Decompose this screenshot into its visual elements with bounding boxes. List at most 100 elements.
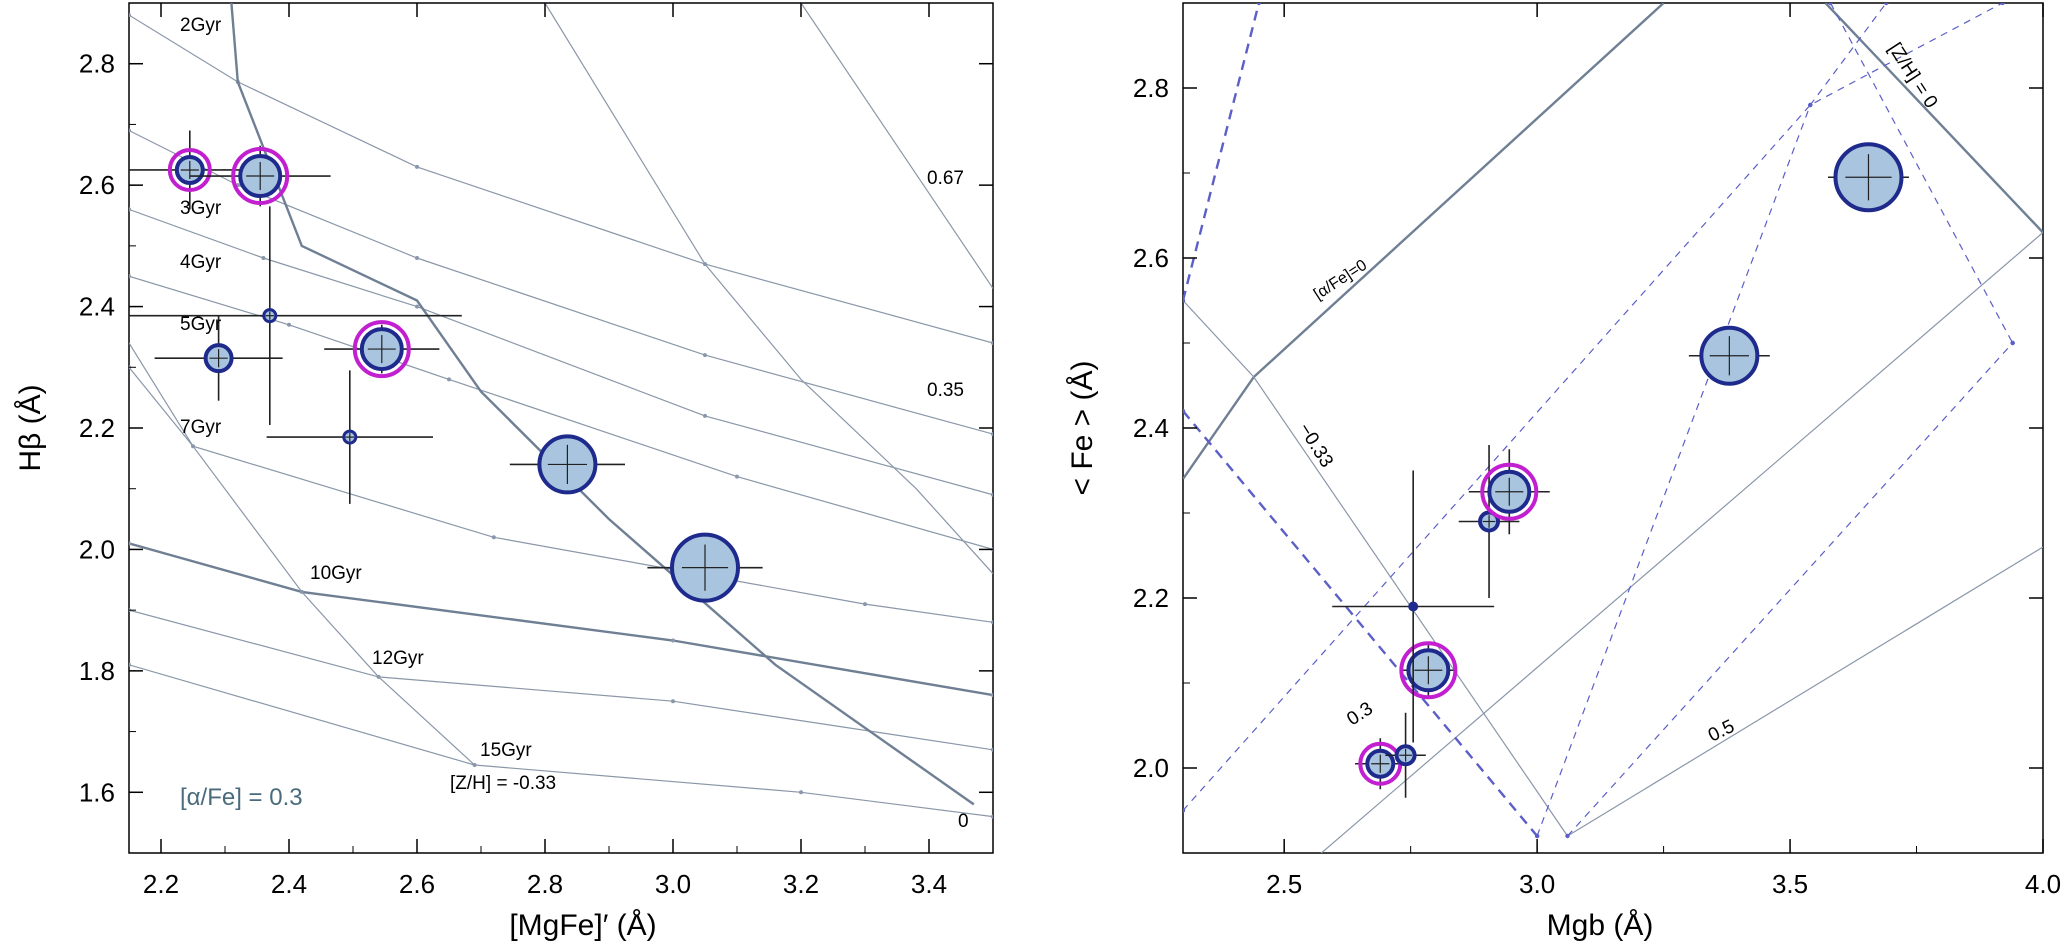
left-point-ring-1 [231, 147, 290, 206]
age-node-5-3 [991, 693, 993, 698]
age-line-3 [129, 275, 993, 550]
left-model-grid [129, 3, 993, 819]
age-label-5gyr: 5Gyr [180, 314, 222, 335]
metal-label-067: 0.67 [927, 168, 964, 189]
age-line-5 [129, 542, 993, 697]
age-node-5-0 [129, 541, 131, 546]
metal-line-2 [544, 3, 993, 575]
left-y-tick-label: 1.8 [79, 656, 115, 686]
left-panel: 2.2 2.4 2.6 2.8 3.0 3.2 3.4 1.6 1.8 2.0 2.2 2.4 2.6 2… [14, 2, 994, 942]
right-data-points [1332, 142, 1909, 798]
left-y-tick-label: 2.6 [79, 170, 115, 200]
age-node-2-4 [991, 492, 993, 497]
right-x-tick-label: 3.0 [1519, 869, 1555, 899]
right-model-grid [1183, 3, 2043, 853]
age-node-7-0 [129, 662, 131, 667]
age-node-3-0 [129, 274, 131, 279]
dashed-line-0 [1183, 3, 1261, 301]
dashed-node-3-2 [1883, 3, 1889, 6]
right-y-tick-label: 2.4 [1133, 413, 1169, 443]
left-x-tick-label: 2.4 [271, 869, 307, 899]
age-label-2gyr: 2Gyr [180, 15, 222, 36]
age-node-3-1 [287, 322, 291, 327]
age-node-6-2 [671, 699, 675, 704]
dashed-line-3 [1536, 3, 1887, 837]
right-x-tick-label: 4.0 [2025, 869, 2061, 899]
age-node-4-2 [491, 535, 496, 540]
age-node-1-3 [703, 353, 707, 358]
left-y-axis-label: Hβ (Å) [14, 384, 47, 471]
right-axis-ticks: 2.5 3.0 3.5 4.0 2.0 2.2 2.4 2.6 2.8 [1133, 3, 2061, 899]
age-node-0-0 [129, 13, 131, 18]
right-point-ring-5 [1480, 462, 1539, 521]
age-label-10gyr: 10Gyr [310, 563, 362, 584]
age-label-7gyr: 7Gyr [180, 417, 222, 438]
dashed-node-4-0 [1828, 3, 1833, 6]
left-x-tick-label: 2.8 [527, 869, 563, 899]
right-y-tick-label: 2.6 [1133, 243, 1169, 273]
age-label-15gyr: 15Gyr [480, 740, 532, 761]
age-node-1-0 [129, 128, 131, 133]
age-label-3gyr: 3Gyr [180, 198, 222, 219]
left-x-tick-label: 2.2 [143, 869, 179, 899]
age-node-3-3 [735, 474, 739, 479]
age-node-4-4 [991, 620, 993, 625]
right-x-axis-label: Mgb (Å) [1547, 909, 1654, 942]
age-line-6 [129, 609, 993, 751]
solid-line-0 [1183, 3, 1665, 480]
right-x-tick-label: 2.5 [1266, 869, 1302, 899]
line-label-03: 0.3 [1343, 698, 1377, 730]
age-node-2-0 [129, 207, 131, 212]
dashed-node-5-0 [1565, 833, 1570, 839]
right-y-tick-label: 2.8 [1133, 73, 1169, 103]
age-node-1-4 [991, 432, 993, 437]
age-node-3-2 [447, 377, 451, 382]
age-node-2-1 [261, 256, 266, 260]
dashed-line-1 [1183, 410, 1539, 837]
right-y-axis-label: < Fe > (Å) [1066, 360, 1099, 495]
age-node-0-2 [415, 164, 419, 169]
left-x-tick-label: 3.2 [783, 869, 819, 899]
age-node-6-3 [991, 747, 993, 752]
dashed-node-0-0 [1183, 298, 1186, 303]
right-panel: 2.5 3.0 3.5 4.02.02.22.42.62.8 [α/Fe]=0 [Z/… [1066, 2, 2061, 942]
right-point-3 [1408, 601, 1419, 612]
age-line-4 [129, 366, 993, 623]
alpha-fe-note: [α/Fe] = 0.3 [180, 784, 303, 811]
age-node-1-2 [415, 256, 419, 260]
dashed-line-2 [1183, 3, 2003, 811]
dashed-node-2-0 [1183, 808, 1186, 813]
right-y-tick-label: 2.2 [1133, 583, 1169, 613]
dashed-node-0-1 [1256, 3, 1262, 6]
dashed-node-3-1 [1808, 102, 1813, 108]
age-node-2-2 [415, 304, 419, 309]
left-y-tick-label: 2.8 [79, 49, 115, 79]
left-data-points [129, 130, 763, 603]
dashed-node-3-0 [1534, 833, 1540, 839]
solid-line-3 [1320, 232, 2043, 853]
solid-line-4 [1567, 546, 2043, 837]
dashed-node-1-0 [1183, 408, 1186, 414]
age-node-7-2 [799, 790, 803, 795]
left-x-tick-label: 3.4 [911, 869, 947, 899]
metal-line-3 [800, 3, 993, 289]
left-y-tick-label: 2.2 [79, 413, 115, 443]
age-label-12gyr: 12Gyr [372, 648, 424, 669]
age-line-7 [129, 664, 993, 818]
left-y-tick-label: 2.4 [79, 292, 115, 322]
line-label-05: 0.5 [1705, 716, 1738, 746]
metal-label-035: 0.35 [927, 380, 964, 401]
right-x-tick-label: 3.5 [1772, 869, 1808, 899]
left-x-tick-label: 3.0 [655, 869, 691, 899]
line-label-zh-0: [Z/H] = 0 [1884, 39, 1942, 112]
left-point-ring-0 [167, 147, 212, 192]
metal-line-0 [129, 342, 476, 766]
age-node-7-3 [991, 814, 993, 819]
metal-label-minus033: [Z/H] = -0.33 [450, 773, 556, 794]
age-node-0-4 [991, 341, 993, 345]
right-point-ring-2 [1399, 641, 1458, 700]
metal-line-1 [230, 3, 975, 806]
age-node-4-3 [863, 602, 867, 607]
left-x-axis-label: [MgFe]′ (Å) [509, 909, 656, 942]
